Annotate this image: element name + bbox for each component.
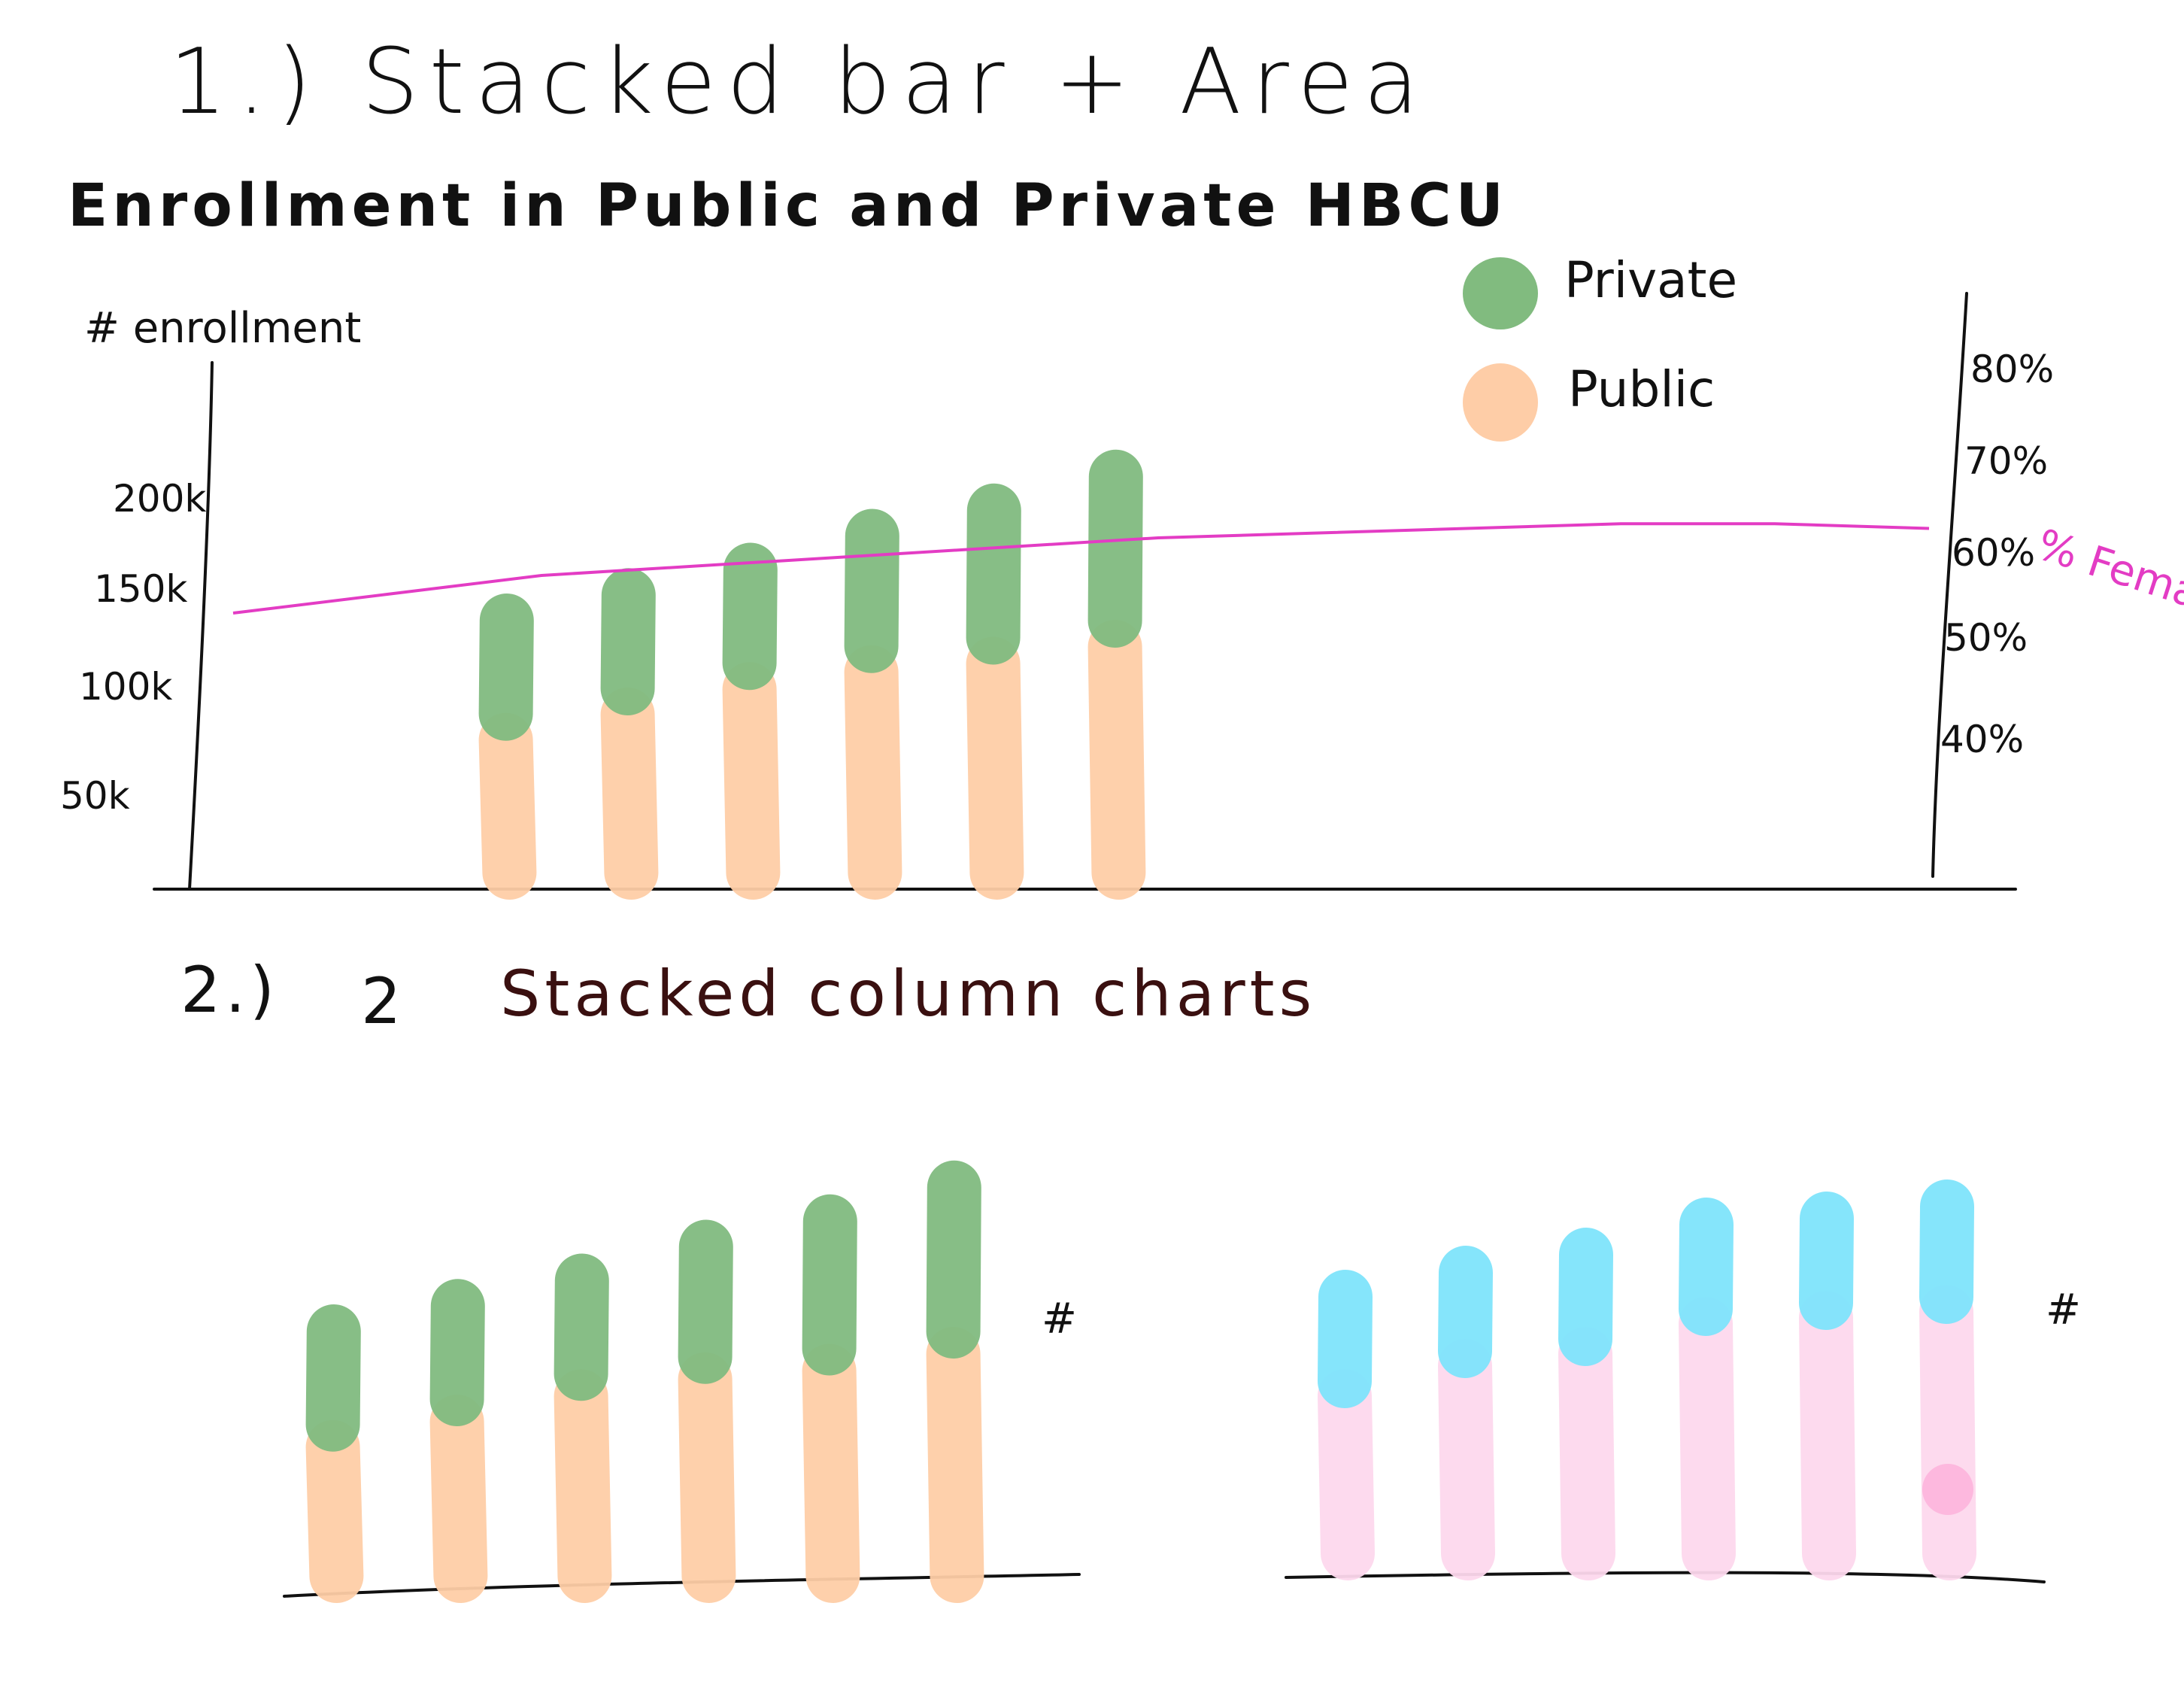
sketch2-title: Stacked column charts [500,957,1316,1031]
y-tick-label: 50k [60,774,130,818]
bar-segment-public [844,645,902,900]
bar-segment-lower [1919,1285,1976,1580]
chart3-y-label: # [2046,1286,2081,1334]
bar-segment-private [678,1219,733,1384]
bar-segment-upper [1558,1228,1613,1366]
secondary-tick-label: 70% [1964,439,2048,483]
bar-segment-private [600,568,656,715]
bar-segment-lower [1799,1291,1856,1580]
secondary-tick-label: 50% [1944,616,2028,660]
bar-segment-public [305,1419,364,1603]
bar-segment-public [429,1395,488,1603]
legend-private-label: Private [1564,251,1737,309]
legend-public-swatch [1463,363,1538,442]
bar-segment-public [478,712,537,900]
y-tick-label: 150k [94,567,187,611]
secondary-tick-label: 80% [1970,348,2054,391]
highlight-dot [1922,1464,1973,1515]
bar-segment-lower [1558,1327,1615,1580]
sketch2-number: 2.) [180,953,279,1027]
secondary-tick-label: 60% [1952,531,2035,575]
bar-segment-public [926,1327,984,1603]
female-percentage-line [232,522,1930,615]
bar-segment-lower [1679,1297,1736,1580]
secondary-tick-label: 40% [1940,718,2024,761]
y-tick-label: 200k [113,477,206,521]
chart3-axes [1285,1571,2046,1583]
chart3-bars [1318,1179,1976,1580]
bar-segment-private [1087,449,1143,648]
chart1-y-axis-label: # enrollment [84,304,361,353]
chart1-bars [478,449,1146,900]
legend-private-swatch [1463,257,1538,329]
bar-segment-private [478,594,534,741]
bar-segment-private [305,1304,361,1452]
sketch2-count: 2 [361,964,405,1038]
chart2-bars [305,1160,984,1603]
bar-segment-public [966,636,1024,900]
bar-segment-public [600,688,659,900]
chart2-y-label: # [1042,1295,1077,1343]
bar-segment-public [722,662,781,900]
bar-segment-public [1087,620,1146,900]
chart3-x-axis [1285,1571,2046,1583]
bar-segment-upper [1438,1246,1493,1378]
sketch1-title: 1.) Stacked bar + Area [169,30,1430,135]
bar-segment-private [722,542,778,691]
bar-segment-public [678,1352,736,1603]
female-series-label: % Female [2031,520,2184,630]
bar-segment-private [429,1279,485,1426]
bar-segment-upper [1799,1192,1854,1330]
legend-public-label: Public [1568,360,1715,418]
y-tick-label: 100k [79,665,172,709]
bar-segment-public [554,1369,612,1603]
bar-segment-upper [1919,1179,1974,1324]
bar-segment-public [802,1343,860,1603]
chart1-legend: Private Public [1463,251,1737,442]
bar-segment-lower [1318,1369,1375,1580]
bar-segment-private [554,1253,609,1401]
chart1-secondary-axis [1931,292,1968,878]
bar-segment-private [966,483,1021,665]
chart1-title: Enrollment in Public and Private HBCU [68,172,1508,240]
chart1-axes [153,292,2017,891]
chart1-y-axis [188,361,214,891]
bar-segment-lower [1438,1339,1495,1580]
